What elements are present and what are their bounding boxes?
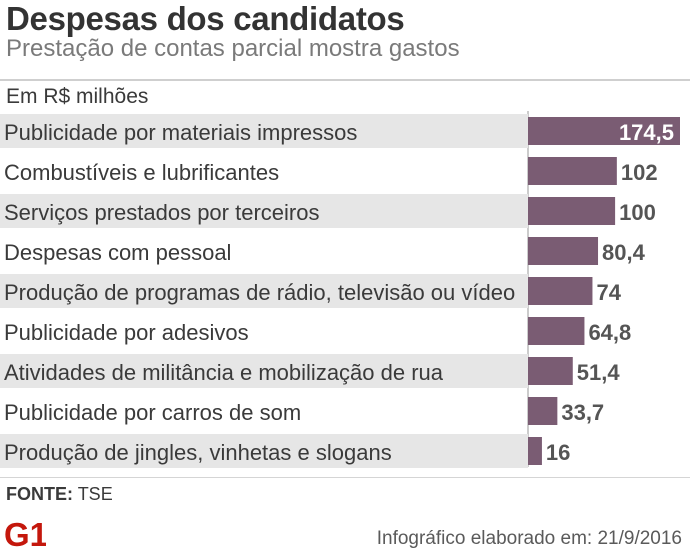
row-band: [0, 354, 528, 388]
bar: [528, 317, 585, 345]
g1-logo: G1: [4, 516, 46, 550]
unit-label: Em R$ milhões: [6, 85, 149, 108]
source-label: FONTE:: [6, 484, 73, 504]
category-label: Serviços prestados por terceiros: [4, 200, 319, 225]
bar: [528, 117, 680, 145]
bar: [528, 357, 573, 385]
value-label: 100: [619, 200, 656, 225]
value-label: 74: [596, 280, 621, 305]
chart-subtitle: Prestação de contas parcial mostra gasto…: [6, 35, 460, 62]
bar: [528, 397, 558, 425]
category-label: Combustíveis e lubrificantes: [4, 160, 279, 185]
footer-divider: [0, 477, 690, 478]
category-label: Despesas com pessoal: [4, 240, 231, 265]
value-label: 80,4: [602, 240, 646, 265]
value-label: 51,4: [577, 360, 621, 385]
credit-note: Infográfico elaborado em: 21/9/2016: [376, 528, 682, 549]
value-label: 33,7: [561, 400, 604, 425]
value-label: 64,8: [588, 320, 631, 345]
bar: [528, 237, 599, 265]
chart-title: Despesas dos candidatos: [6, 0, 405, 37]
category-label: Publicidade por materiais impressos: [4, 120, 357, 145]
category-label: Produção de jingles, vinhetas e slogans: [4, 440, 392, 465]
bar: [528, 437, 542, 465]
bar-chart: Publicidade por materiais impressos 174,5…: [0, 111, 680, 468]
row-band: [0, 114, 528, 148]
category-label: Publicidade por carros de som: [4, 400, 301, 425]
value-label: 102: [621, 160, 658, 185]
source-note: FONTE: TSE: [6, 484, 113, 505]
bar: [528, 157, 617, 185]
bar: [528, 197, 616, 225]
category-label: Publicidade por adesivos: [4, 320, 249, 345]
row-band: [0, 434, 528, 468]
category-label: Atividades de militância e mobilização d…: [4, 360, 444, 385]
value-label: 16: [546, 440, 570, 465]
category-label: Produção de programas de rádio, televisã…: [4, 280, 515, 305]
row-band: [0, 274, 528, 308]
value-label: 174,5: [619, 120, 674, 145]
row-band: [0, 194, 528, 228]
g1-logo-text: G1: [4, 516, 46, 550]
source-value: TSE: [77, 484, 113, 504]
header-divider: [0, 79, 690, 81]
bar: [528, 277, 593, 305]
